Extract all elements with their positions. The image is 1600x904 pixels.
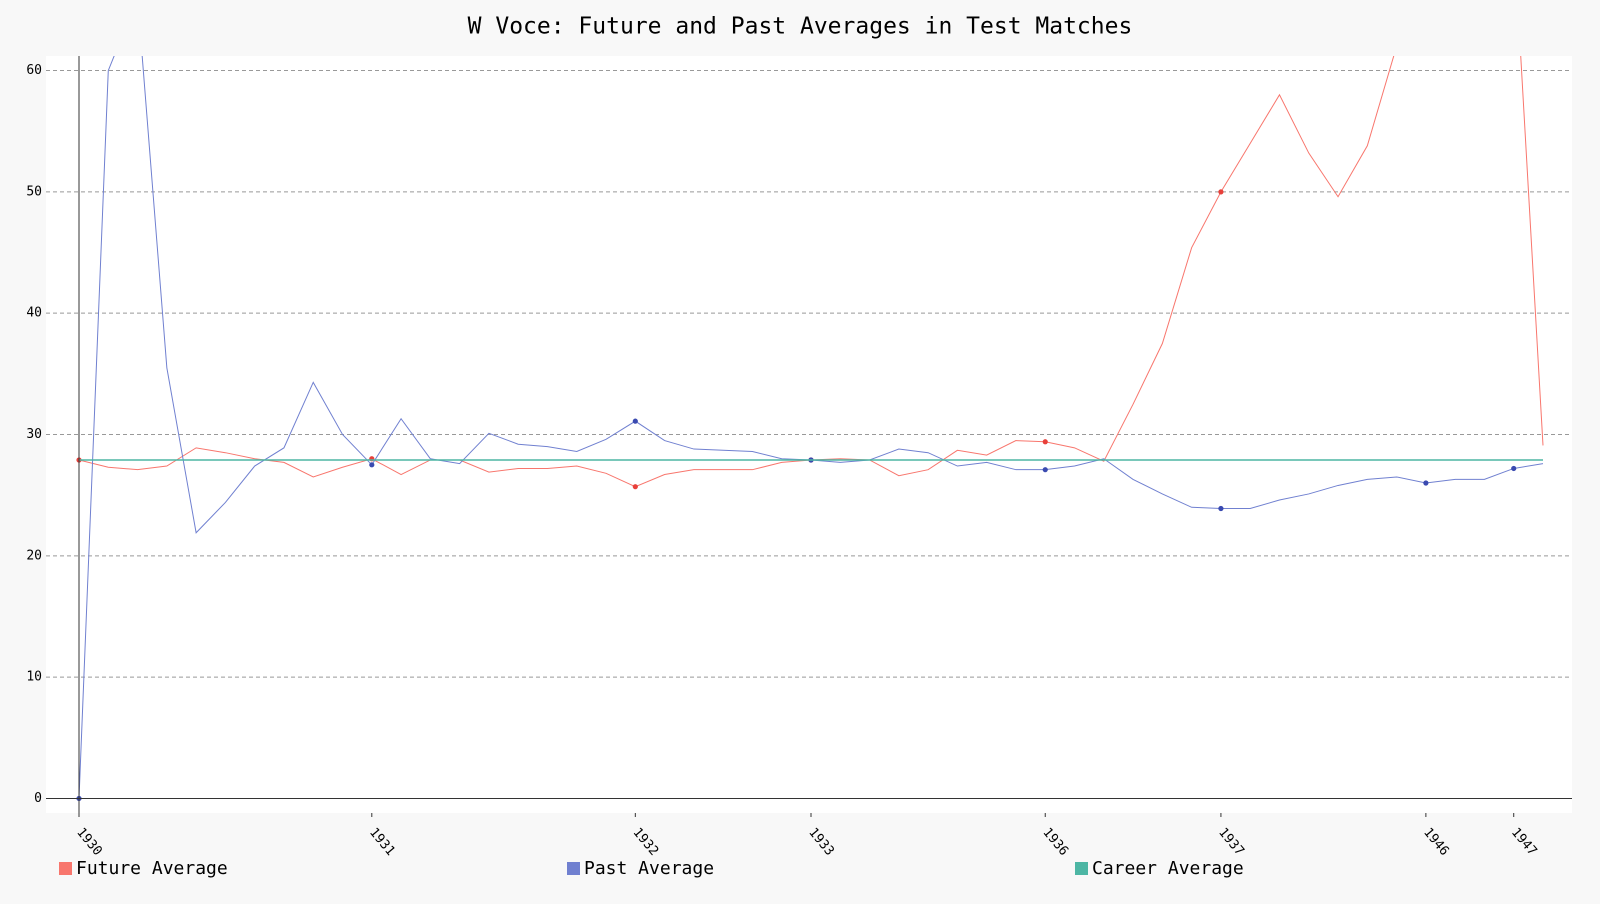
legend-swatch <box>1075 862 1088 875</box>
x-tick-label: 1947 <box>1508 825 1540 859</box>
legend-label: Career Average <box>1092 858 1244 879</box>
point <box>1423 480 1429 486</box>
point <box>632 418 638 424</box>
point <box>1511 465 1517 472</box>
legend-label: Past Average <box>584 858 714 879</box>
point <box>632 484 638 490</box>
y-tick-label: 60 <box>26 63 42 78</box>
point <box>1218 505 1224 512</box>
y-tick-label: 30 <box>26 427 42 442</box>
x-tick-label: 1946 <box>1420 825 1452 859</box>
x-tick-label: 1933 <box>805 825 837 859</box>
y-tick-label: 10 <box>26 670 42 685</box>
legend: Future Average Past Average Career Average <box>59 858 1244 879</box>
chart-title: W Voce: Future and Past Averages in Test… <box>468 14 1133 40</box>
x-tick-label: 1930 <box>73 825 105 859</box>
x-tick-label: 1937 <box>1215 825 1247 859</box>
legend-swatch <box>59 862 72 875</box>
point <box>1218 189 1224 195</box>
y-tick-label: 0 <box>34 791 42 806</box>
y-tick-label: 40 <box>26 306 42 321</box>
legend-swatch <box>567 862 580 875</box>
point <box>1042 467 1048 473</box>
x-tick-label: 1932 <box>630 825 662 859</box>
legend-label: Future Average <box>76 858 228 879</box>
y-tick-label: 50 <box>26 184 42 199</box>
x-tick-label: 1931 <box>366 825 398 859</box>
lines <box>76 56 1544 802</box>
x-tick-label: 1936 <box>1039 825 1071 859</box>
point <box>369 462 375 468</box>
point <box>1042 439 1048 445</box>
y-tick-label: 20 <box>26 548 42 563</box>
